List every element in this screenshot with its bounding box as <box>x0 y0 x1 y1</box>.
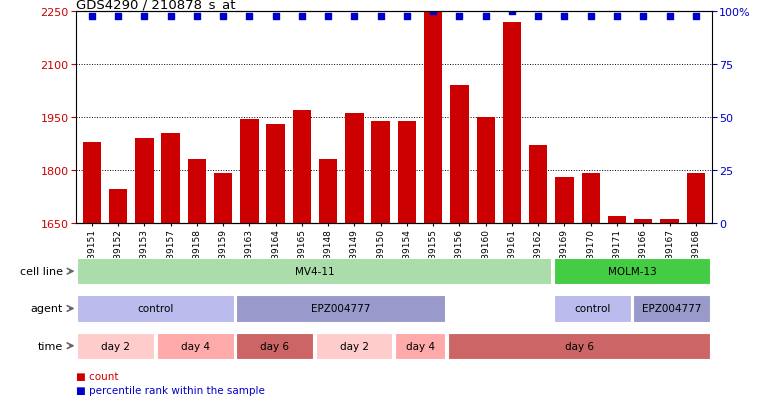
Bar <box>398 121 416 223</box>
Bar <box>424 12 442 223</box>
Bar <box>188 160 206 223</box>
Point <box>244 13 256 20</box>
Text: time: time <box>37 341 63 351</box>
FancyBboxPatch shape <box>316 333 393 359</box>
FancyBboxPatch shape <box>157 333 234 359</box>
Text: EPZ004777: EPZ004777 <box>311 304 371 314</box>
Bar <box>214 174 232 223</box>
Text: ■ percentile rank within the sample: ■ percentile rank within the sample <box>76 385 265 395</box>
Text: GDS4290 / 210878_s_at: GDS4290 / 210878_s_at <box>76 0 236 11</box>
Bar <box>266 125 285 223</box>
Point <box>454 13 466 20</box>
Point <box>217 13 229 20</box>
Text: day 2: day 2 <box>101 341 130 351</box>
Point <box>584 13 597 20</box>
Text: control: control <box>137 304 174 314</box>
Bar <box>83 142 101 223</box>
Bar <box>293 111 311 223</box>
Point <box>269 13 282 20</box>
Text: agent: agent <box>30 304 63 314</box>
Point <box>191 13 203 20</box>
Point <box>139 13 151 20</box>
Point <box>506 9 518 16</box>
Bar <box>345 114 364 223</box>
Point <box>559 13 571 20</box>
Bar <box>686 174 705 223</box>
FancyBboxPatch shape <box>78 296 234 322</box>
Point <box>374 13 387 20</box>
FancyBboxPatch shape <box>236 296 445 322</box>
Text: ■ count: ■ count <box>76 371 119 381</box>
Point <box>611 13 623 20</box>
Point <box>479 13 492 20</box>
Bar <box>161 133 180 223</box>
FancyBboxPatch shape <box>236 333 313 359</box>
Point <box>532 13 544 20</box>
FancyBboxPatch shape <box>78 333 154 359</box>
Bar <box>371 121 390 223</box>
Text: EPZ004777: EPZ004777 <box>642 304 702 314</box>
Bar <box>451 86 469 223</box>
Point <box>322 13 334 20</box>
Bar <box>319 160 337 223</box>
Bar <box>529 146 547 223</box>
Point <box>689 13 702 20</box>
Bar <box>581 174 600 223</box>
Text: MOLM-13: MOLM-13 <box>608 266 657 277</box>
Point <box>349 13 361 20</box>
FancyBboxPatch shape <box>78 259 552 285</box>
Text: day 4: day 4 <box>181 341 210 351</box>
Bar <box>109 190 127 223</box>
Bar <box>556 178 574 223</box>
Text: control: control <box>575 304 610 314</box>
FancyBboxPatch shape <box>448 333 710 359</box>
Text: day 6: day 6 <box>260 341 289 351</box>
Point <box>86 13 98 20</box>
Text: cell line: cell line <box>20 266 63 277</box>
Point <box>427 9 439 16</box>
FancyBboxPatch shape <box>633 296 710 322</box>
Bar <box>634 220 652 223</box>
Point <box>296 13 308 20</box>
Bar <box>476 118 495 223</box>
Bar <box>661 220 679 223</box>
Text: MV4-11: MV4-11 <box>295 266 334 277</box>
FancyBboxPatch shape <box>554 259 710 285</box>
Point <box>401 13 413 20</box>
FancyBboxPatch shape <box>395 333 445 359</box>
Bar <box>240 119 259 223</box>
Point <box>664 13 676 20</box>
Text: day 6: day 6 <box>565 341 594 351</box>
Point <box>637 13 649 20</box>
Text: day 4: day 4 <box>406 341 435 351</box>
Bar <box>135 139 154 223</box>
Bar <box>608 216 626 223</box>
Bar <box>503 23 521 223</box>
Point <box>164 13 177 20</box>
FancyBboxPatch shape <box>554 296 631 322</box>
Text: day 2: day 2 <box>339 341 368 351</box>
Point <box>112 13 124 20</box>
